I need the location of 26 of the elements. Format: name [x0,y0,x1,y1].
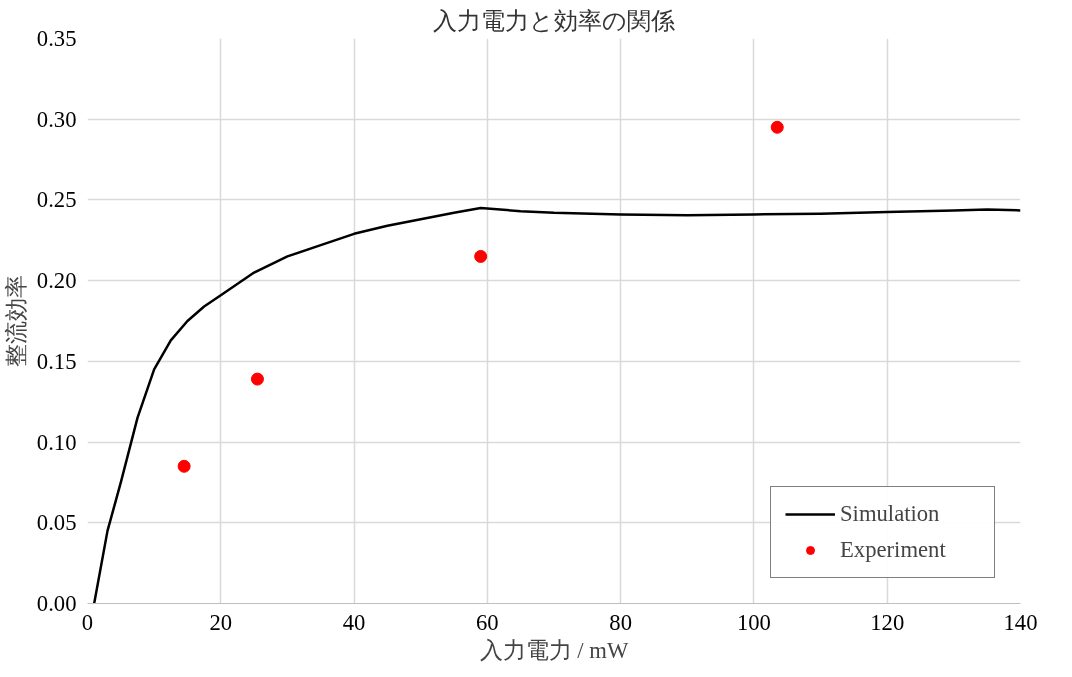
y-tick-label: 0.20 [36,268,77,294]
chart-title: 入力電力と効率の関係 [433,7,675,34]
y-tick-label: 0.05 [36,510,77,536]
point [250,372,264,386]
x-tick-label: 140 [1003,609,1038,635]
x-tick-label: 80 [609,609,632,635]
x-tick-label: 60 [476,609,499,635]
line-series [92,206,1021,604]
x-tick-label: 120 [870,609,905,635]
x-axis-title: 入力電力 / mW [479,637,629,663]
x-tick-label: 0 [81,609,94,635]
y-axis-title: 整流効率 [3,275,29,367]
legend-label: Simulation [840,501,941,527]
x-tick-label: 40 [342,609,366,635]
x-tick-label: 20 [209,609,233,635]
point [770,120,784,134]
y-tick-label: 0.00 [36,591,77,616]
y-tick-label: 0.35 [36,26,77,51]
legend-label: Experiment [840,537,947,563]
x-tick-label: 100 [736,609,771,635]
y-tick-label: 0.15 [36,348,77,374]
y-tick-label: 0.25 [36,187,77,213]
y-tick-label: 0.30 [36,106,77,132]
point [474,249,488,263]
y-tick-label: 0.10 [36,429,77,455]
point [177,459,191,473]
